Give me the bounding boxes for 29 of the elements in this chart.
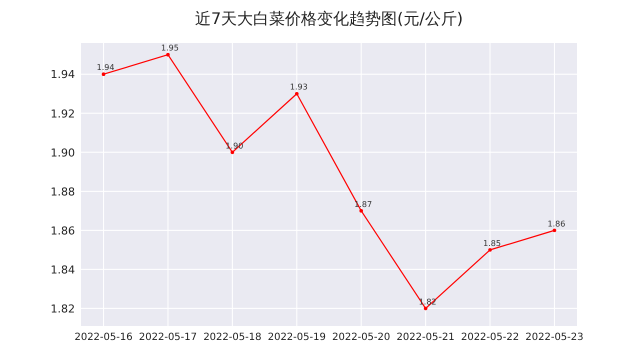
- data-label: 1.93: [290, 82, 308, 92]
- point: [102, 72, 106, 76]
- y-tick-label: 1.94: [50, 68, 75, 82]
- point: [424, 306, 428, 310]
- data-label: 1.86: [548, 219, 566, 228]
- data-label: 1.85: [483, 238, 501, 248]
- x-tick-label: 2022-05-17: [138, 332, 198, 343]
- y-tick-label: 1.84: [50, 263, 75, 276]
- y-tick-label: 1.86: [50, 224, 75, 238]
- chart-title: 近7天大白菜价格变化趋势图(元/公斤): [194, 9, 464, 28]
- x-tick-label: 2022-05-22: [460, 332, 520, 343]
- point: [359, 209, 364, 213]
- x-tick-label: 2022-05-19: [268, 332, 326, 343]
- x-tick-label: 2022-05-16: [74, 332, 133, 343]
- data-label: 1.94: [96, 63, 114, 72]
- x-tick-label: 2022-05-18: [203, 332, 262, 343]
- point: [552, 228, 556, 232]
- point: [230, 150, 234, 154]
- x-tick-label: 2022-05-21: [396, 332, 455, 343]
- y-tick-label: 1.82: [50, 302, 75, 316]
- y-tick-label: 1.88: [50, 185, 75, 198]
- point: [294, 92, 299, 96]
- y-tick-label: 1.90: [50, 146, 75, 160]
- x-tick-label: 2022-05-20: [332, 332, 390, 343]
- data-label: 1.95: [161, 44, 179, 53]
- y-tick-label: 1.92: [50, 107, 75, 120]
- x-tick-label: 2022-05-23: [525, 332, 584, 343]
- point: [166, 52, 170, 57]
- point: [488, 248, 492, 252]
